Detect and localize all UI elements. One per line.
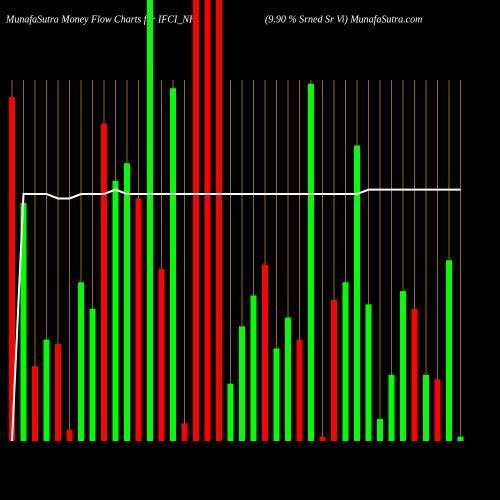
bar: [354, 145, 360, 441]
bar: [55, 343, 61, 441]
line-series: [11, 188, 461, 442]
bar: [342, 282, 349, 441]
bar: [43, 339, 50, 441]
bar: [308, 83, 314, 441]
bar: [239, 326, 245, 441]
bar: [296, 339, 303, 441]
bar: [285, 317, 291, 441]
bar: [216, 0, 222, 441]
bar: [377, 418, 383, 441]
bar: [250, 295, 257, 441]
bar: [9, 97, 15, 441]
bar: [365, 304, 372, 441]
bar: [112, 180, 119, 441]
bar: [101, 123, 107, 441]
bar: [124, 163, 130, 441]
bar: [181, 423, 188, 441]
bar: [66, 429, 73, 441]
bar: [262, 264, 268, 441]
bar: [170, 88, 176, 441]
chart-title: MunafaSutra Money Flow Charts for IFCI_N…: [5, 14, 197, 25]
bar: [204, 0, 211, 441]
chart-subtitle: (9.90 % Srned Sr Vi) MunafaSutra.com: [265, 14, 422, 25]
bar: [32, 366, 38, 441]
bar: [89, 308, 96, 441]
bar: [457, 436, 464, 441]
bar: [147, 0, 153, 441]
bar: [331, 299, 337, 441]
bar: [273, 348, 280, 441]
bar: [20, 202, 27, 441]
bar: [423, 374, 429, 441]
bar: [446, 260, 452, 441]
bar: [400, 291, 406, 441]
bar: [411, 308, 418, 441]
bar: [193, 0, 199, 441]
bar: [434, 379, 441, 441]
bar: [388, 374, 395, 441]
bar: [158, 269, 165, 441]
bar: [78, 282, 84, 441]
bar: [319, 436, 326, 441]
bar: [135, 198, 142, 441]
bar: [227, 383, 234, 441]
